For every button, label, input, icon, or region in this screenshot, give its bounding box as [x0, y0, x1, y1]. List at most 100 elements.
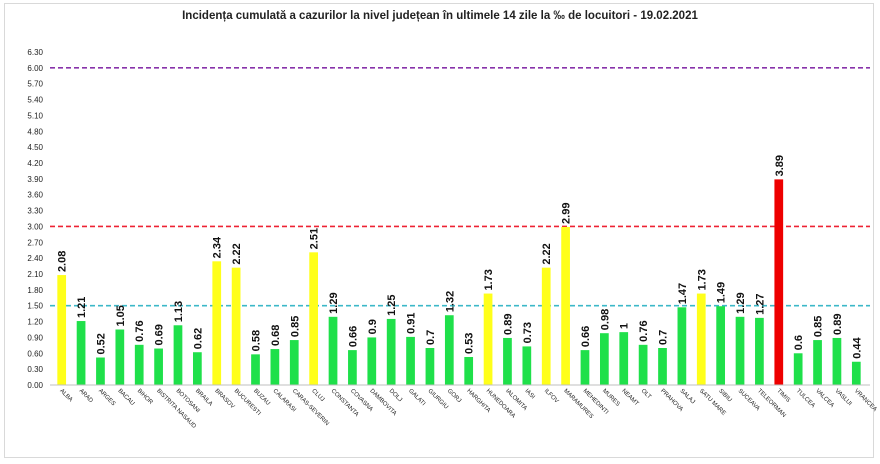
data-label: 0.68 — [270, 325, 282, 346]
bar — [154, 348, 163, 385]
chart-frame — [4, 3, 874, 458]
bar — [658, 348, 667, 385]
data-label: 1.73 — [696, 269, 708, 290]
bar — [677, 307, 687, 385]
bar — [134, 344, 144, 385]
data-label: 1.05 — [115, 305, 127, 326]
bar — [57, 275, 67, 385]
category-label: ARGES — [97, 388, 116, 407]
y-tick-label: 6.30 — [27, 48, 43, 57]
category-label: BRASOV — [213, 388, 235, 410]
category-label: GALATI — [407, 388, 426, 407]
bar — [735, 316, 745, 385]
y-tick-label: 0.00 — [27, 381, 43, 390]
category-label: SIBIU — [717, 388, 732, 403]
bar — [328, 316, 338, 385]
data-label: 1.47 — [677, 283, 689, 304]
data-label: 0.98 — [599, 309, 611, 330]
bar — [444, 315, 454, 385]
data-label: 0.76 — [134, 320, 146, 341]
y-tick-label: 0.30 — [27, 365, 43, 374]
data-label: 0.91 — [406, 312, 418, 333]
bar — [406, 336, 415, 385]
data-label: 2.08 — [57, 251, 69, 272]
data-label: 2.99 — [561, 203, 573, 224]
bar — [696, 293, 706, 385]
chart-title: Incidența cumulată a cazurilor la nivel … — [182, 10, 698, 22]
y-tick-label: 3.00 — [27, 222, 43, 231]
bar — [289, 340, 299, 385]
bar — [231, 267, 241, 385]
bar — [76, 321, 86, 385]
data-label: 0.69 — [154, 324, 166, 345]
y-tick-label: 4.80 — [27, 127, 43, 136]
category-label: BUZAU — [252, 388, 271, 407]
bar — [96, 357, 105, 385]
data-label: 0.58 — [251, 330, 263, 351]
category-label: CARAS-SEVERIN — [291, 388, 330, 427]
bar — [367, 337, 377, 385]
data-label: 2.51 — [309, 228, 321, 249]
data-label: 1.29 — [328, 292, 340, 313]
data-label: 0.52 — [95, 333, 107, 354]
category-label: TIMIS — [775, 388, 791, 404]
y-tick-label: 1.80 — [27, 286, 43, 295]
y-tick-label: 5.10 — [27, 111, 43, 120]
category-label: BISTRITA NASAUD — [155, 388, 197, 430]
y-tick-label: 1.50 — [27, 302, 43, 311]
bar — [619, 332, 629, 385]
data-label: 0.73 — [522, 322, 534, 343]
bar — [851, 361, 861, 385]
category-label: VRANCEA — [853, 388, 878, 413]
data-label: 1 — [619, 323, 631, 329]
data-label: 1.13 — [173, 301, 185, 322]
bar — [813, 340, 822, 385]
category-label: TULCEA — [795, 388, 816, 409]
category-label: NEAMT — [620, 388, 639, 407]
bar — [212, 261, 222, 385]
data-label: 0.85 — [289, 316, 301, 337]
category-label: ARAD — [78, 388, 95, 405]
category-label: BRAILA — [194, 388, 213, 407]
data-label: 2.34 — [212, 236, 224, 258]
bar — [561, 226, 570, 385]
category-label: ALBA — [58, 388, 73, 403]
data-label: 0.9 — [367, 319, 379, 334]
data-label: 0.85 — [813, 316, 825, 337]
category-label: VALCEA — [814, 388, 835, 409]
y-tick-label: 4.50 — [27, 143, 43, 152]
bar — [599, 333, 609, 385]
data-label: 2.22 — [231, 243, 243, 264]
bar — [755, 317, 764, 385]
y-tick-label: 2.10 — [27, 270, 43, 279]
data-label: 0.89 — [832, 314, 844, 335]
bar — [192, 352, 202, 385]
bar — [483, 293, 493, 385]
y-tick-label: 3.90 — [27, 175, 43, 184]
bar — [541, 267, 551, 385]
y-tick-label: 5.70 — [27, 80, 43, 89]
data-label: 0.6 — [793, 335, 805, 350]
data-label: 0.7 — [658, 330, 670, 345]
data-label: 1.27 — [754, 293, 766, 314]
y-tick-label: 1.20 — [27, 318, 43, 327]
y-tick-label: 3.60 — [27, 191, 43, 200]
category-label: DOLJ — [388, 388, 403, 403]
bar — [115, 329, 125, 385]
data-label: 3.89 — [774, 155, 786, 176]
category-label: ILFOV — [543, 388, 560, 405]
category-label: CLUJ — [310, 388, 325, 403]
bar — [716, 306, 726, 385]
y-tick-label: 0.60 — [27, 349, 43, 358]
y-tick-label: 3.30 — [27, 207, 43, 216]
data-label: 0.66 — [580, 326, 592, 347]
bar — [638, 344, 648, 385]
data-label: 1.21 — [76, 297, 88, 318]
data-label: 0.7 — [425, 330, 437, 345]
category-label: BACAU — [116, 388, 135, 407]
y-tick-label: 2.40 — [27, 254, 43, 263]
y-tick-label: 5.40 — [27, 96, 43, 105]
bar — [774, 179, 784, 385]
bar — [251, 354, 260, 385]
